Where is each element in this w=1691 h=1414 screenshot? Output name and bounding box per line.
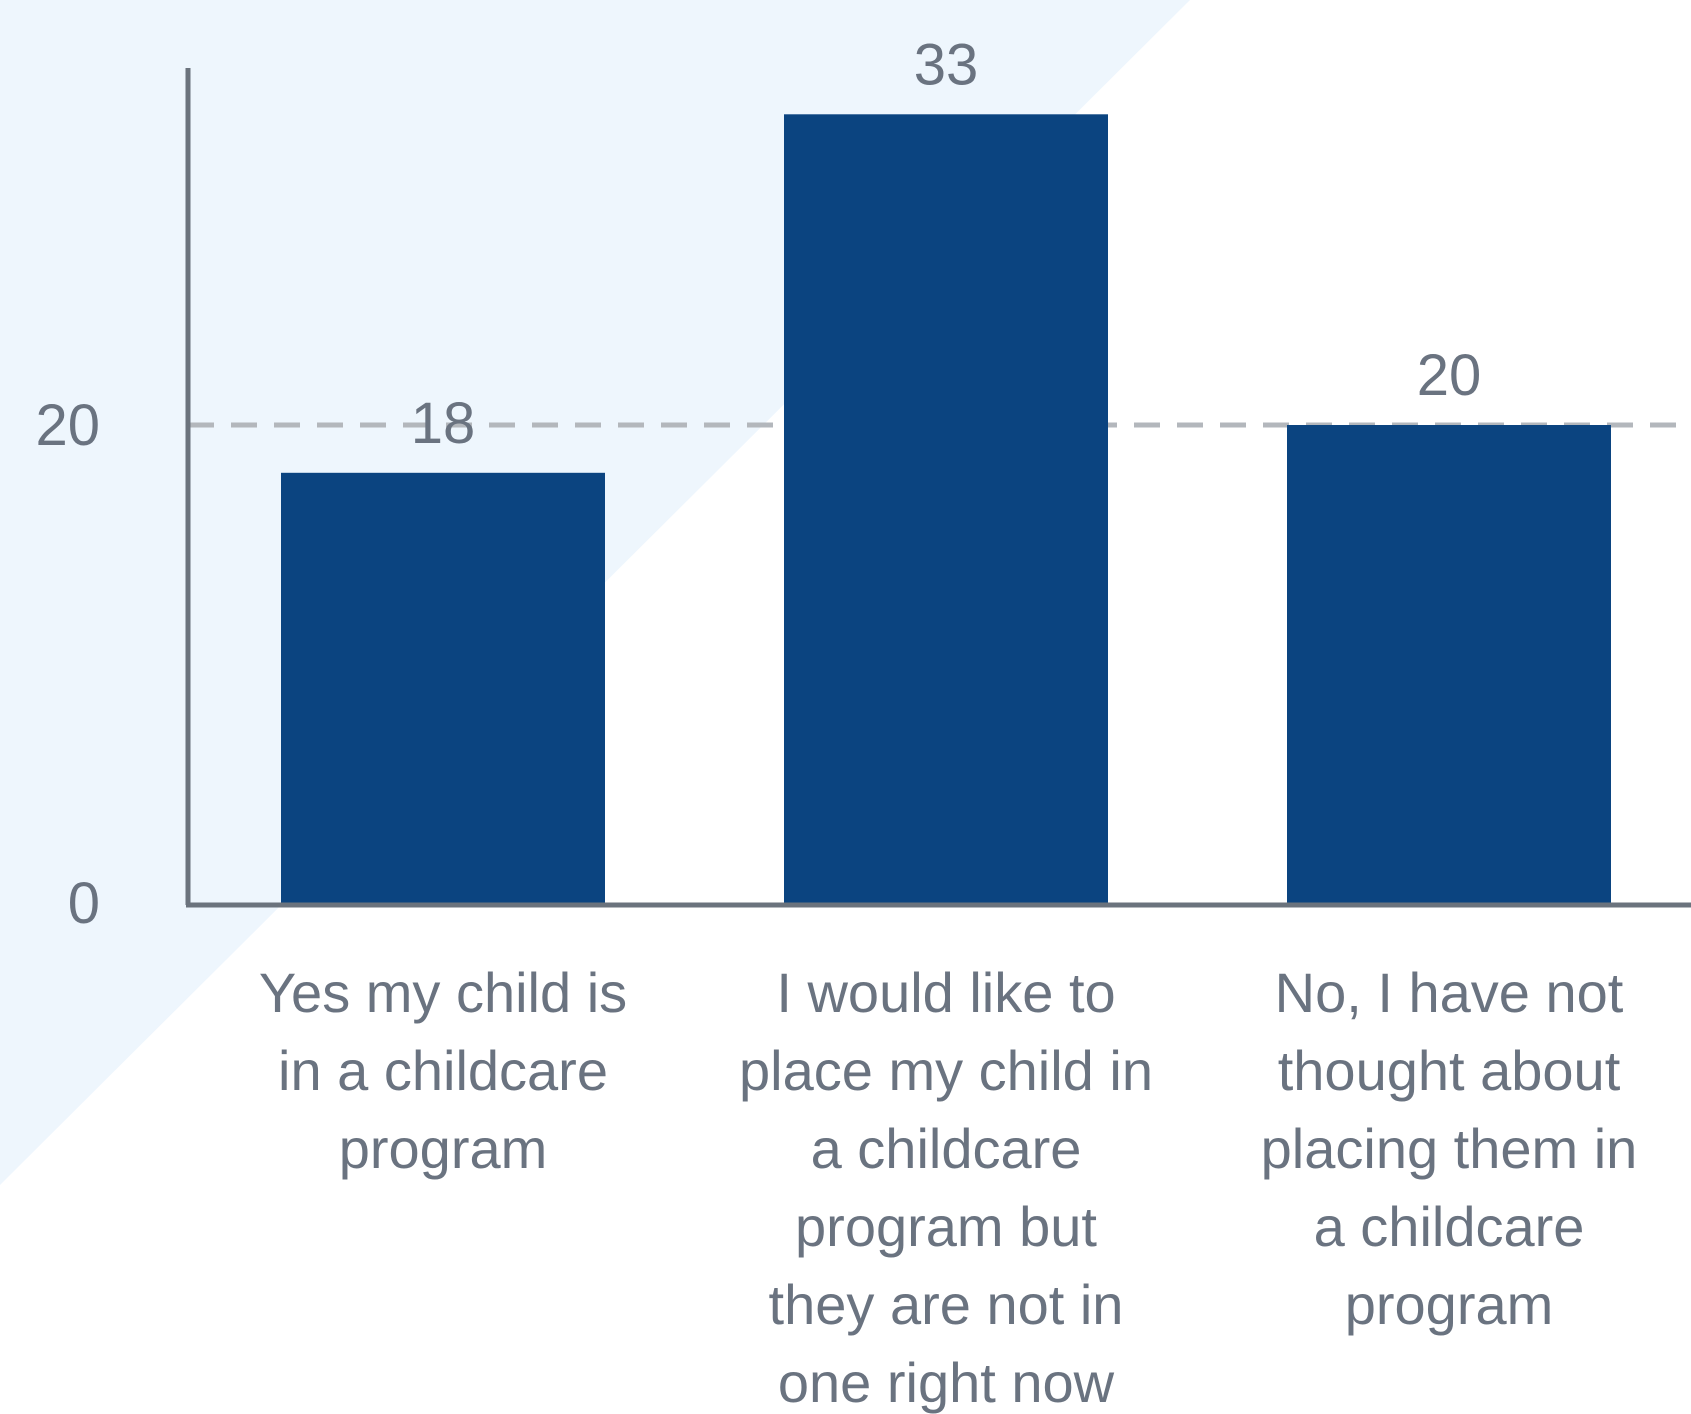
labels-layer: 0 20 18 33 20 Yes my child is in a childcare pr… bbox=[35, 32, 1637, 1414]
x-category-label-line: place my child in bbox=[739, 1039, 1153, 1102]
x-category-label-line: in a childcare bbox=[278, 1039, 608, 1102]
bar-1 bbox=[281, 472, 605, 903]
x-category-label-line: No, I have not bbox=[1275, 961, 1624, 1024]
data-label: 18 bbox=[411, 391, 476, 456]
x-category-label: I would like to place my child in a childc… bbox=[739, 961, 1153, 1414]
x-category-label-line: thought about bbox=[1278, 1039, 1621, 1102]
x-category-label-line: one right now bbox=[778, 1351, 1115, 1414]
bar-3 bbox=[1287, 425, 1611, 903]
axis-layer bbox=[185, 68, 1691, 908]
x-category-label-line: Yes my child is bbox=[259, 961, 627, 1024]
y-tick-label: 20 bbox=[35, 393, 100, 458]
bars-layer bbox=[281, 114, 1611, 904]
data-label: 20 bbox=[1417, 343, 1482, 408]
data-label: 33 bbox=[914, 32, 979, 97]
bar-2 bbox=[784, 114, 1108, 904]
x-category-label: Yes my child is in a childcare program bbox=[259, 961, 627, 1180]
x-category-label-line: I would like to bbox=[776, 961, 1115, 1024]
x-category-label-line: they are not in bbox=[769, 1273, 1124, 1336]
x-category-label-line: program but bbox=[795, 1195, 1097, 1258]
y-tick-label: 0 bbox=[68, 871, 100, 936]
x-category-label-line: placing them in bbox=[1261, 1117, 1638, 1180]
x-category-label-line: a childcare bbox=[1314, 1195, 1585, 1258]
x-category-label-line: program bbox=[1345, 1273, 1554, 1336]
x-category-label-line: a childcare bbox=[811, 1117, 1082, 1180]
x-category-label-line: program bbox=[339, 1117, 548, 1180]
x-category-label: No, I have not thought about placing them … bbox=[1261, 961, 1638, 1336]
